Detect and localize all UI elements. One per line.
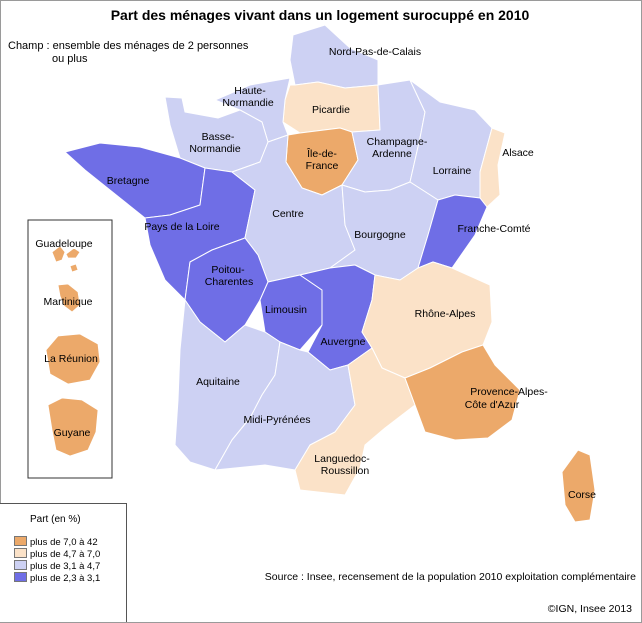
legend-swatch (14, 536, 27, 546)
region-label-guyane: Guyane (54, 427, 91, 439)
region-shape-la-reunion (45, 333, 101, 385)
region-label-ile-de-france-2: France (306, 160, 339, 172)
region-label-franche-comte: Franche-Comté (458, 223, 531, 235)
region-label-languedoc-roussillon-1: Languedoc- (314, 453, 370, 465)
legend-label: plus de 7,0 à 42 (30, 537, 98, 548)
region-label-paca-2: Côte d'Azur (465, 399, 520, 411)
scope-note-line-2: ou plus (52, 53, 88, 65)
region-label-martinique: Martinique (43, 296, 92, 308)
scope-note: Champ : ensemble des ménages de 2 person… (8, 40, 248, 66)
region-label-poitou-charentes-1: Poitou- (211, 264, 245, 276)
legend-item: plus de 7,0 à 42 (14, 536, 98, 548)
legend-item: plus de 3,1 à 4,7 (14, 560, 101, 572)
region-label-poitou-charentes-2: Charentes (205, 276, 253, 288)
region-label-alsace: Alsace (502, 147, 534, 159)
legend-label: plus de 3,1 à 4,7 (30, 561, 101, 572)
legend-title: Part (en %) (30, 514, 81, 525)
source-note: Source : Insee, recensement de la popula… (264, 571, 636, 583)
region-shape-guadeloupe (51, 245, 81, 273)
region-label-basse-normandie-2: Normandie (189, 143, 241, 155)
region-label-lorraine: Lorraine (433, 165, 472, 177)
region-label-champagne-ardenne-1: Champagne- (367, 136, 428, 148)
region-label-rhone-alpes: Rhône-Alpes (415, 308, 476, 320)
region-shape-alsace (479, 127, 506, 208)
region-label-pays-de-la-loire: Pays de la Loire (144, 221, 219, 233)
region-label-champagne-ardenne-2: Ardenne (372, 148, 412, 160)
region-label-haute-normandie-1: Haute- (234, 85, 266, 97)
legend-label: plus de 2,3 à 3,1 (30, 573, 101, 584)
legend-swatch (14, 572, 27, 582)
region-shape-martinique (57, 283, 81, 313)
region-label-picardie: Picardie (312, 104, 350, 116)
region-label-centre: Centre (272, 208, 304, 220)
legend-swatch (14, 548, 27, 558)
region-label-limousin: Limousin (265, 304, 307, 316)
scope-note-line-1: Champ : ensemble des ménages de 2 person… (8, 40, 249, 52)
map-title: Part des ménages vivant dans un logement… (110, 7, 530, 23)
legend-item: plus de 2,3 à 3,1 (14, 572, 101, 584)
region-label-haute-normandie-2: Normandie (222, 97, 274, 109)
copyright-note: ©IGN, Insee 2013 (547, 603, 632, 615)
region-label-basse-normandie-1: Basse- (202, 131, 235, 143)
region-label-corse: Corse (568, 489, 596, 501)
region-label-ile-de-france-1: Île-de- (306, 147, 337, 160)
region-shape-languedoc-roussillon (294, 347, 416, 496)
region-shape-corse (561, 449, 596, 523)
region-label-nord-pas-de-calais: Nord-Pas-de-Calais (329, 46, 421, 58)
legend-item: plus de 4,7 à 7,0 (14, 548, 101, 560)
legend-swatch (14, 560, 27, 570)
legend-label: plus de 4,7 à 7,0 (30, 549, 101, 560)
region-label-bourgogne: Bourgogne (354, 229, 406, 241)
region-shape-franche-comte (417, 194, 488, 269)
region-shape-guyane (47, 397, 99, 457)
region-shape-paca (404, 344, 521, 441)
region-label-auvergne: Auvergne (321, 336, 366, 348)
region-label-bretagne: Bretagne (107, 175, 150, 187)
region-label-aquitaine: Aquitaine (196, 376, 240, 388)
region-label-midi-pyrenees: Midi-Pyrénées (243, 414, 310, 426)
region-label-la-reunion: La Réunion (44, 353, 98, 365)
region-label-paca-1: Provence-Alpes- (470, 386, 548, 398)
region-label-guadeloupe: Guadeloupe (35, 238, 92, 250)
region-label-languedoc-roussillon-2: Roussillon (321, 465, 370, 477)
overseas-inset-box (27, 219, 113, 479)
